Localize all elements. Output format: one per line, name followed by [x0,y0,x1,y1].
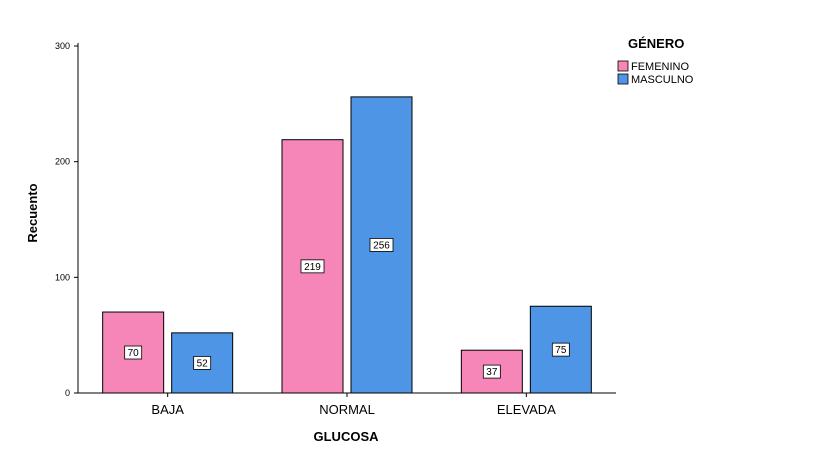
y-axis-title: Recuento [25,183,40,242]
bars: 70 52 219 256 37 75 [102,96,592,394]
legend-label: FEMENINO [631,61,690,73]
legend-title: GÉNERO [628,36,684,51]
legend-swatch [617,60,629,72]
x-ticks: BAJA NORMAL ELEVADA [151,393,556,417]
y-tick-label: 100 [55,272,70,282]
y-tick-label: 0 [65,388,70,398]
data-label-box [124,345,143,360]
data-label: 219 [304,262,321,273]
bar [102,311,165,394]
data-label-box [193,356,212,370]
data-label: 37 [486,367,498,378]
y-tick-label: 200 [55,157,70,167]
plot-area: 0 100 200 300 70 52 219 256 37 75 BAJA NORMAL ELEV… [55,41,616,417]
x-tick-label: BAJA [151,402,184,417]
data-label: 256 [373,240,390,251]
data-label-box [300,259,325,274]
x-tick-label: ELEVADA [497,402,556,417]
data-label-box [369,238,394,252]
data-label: 70 [128,348,140,359]
data-label: 52 [197,358,209,369]
x-axis-title: GLUCOSA [314,429,380,444]
y-tick-label: 300 [55,41,70,51]
y-ticks: 0 100 200 300 [55,41,78,398]
bar [281,139,344,394]
bar [529,305,592,394]
legend-label: MASCULNO [631,74,694,86]
data-label-box [482,364,501,379]
data-label: 75 [555,345,567,356]
legend-swatch [617,73,629,85]
data-label-box [551,342,570,357]
x-tick-label: NORMAL [319,402,375,417]
